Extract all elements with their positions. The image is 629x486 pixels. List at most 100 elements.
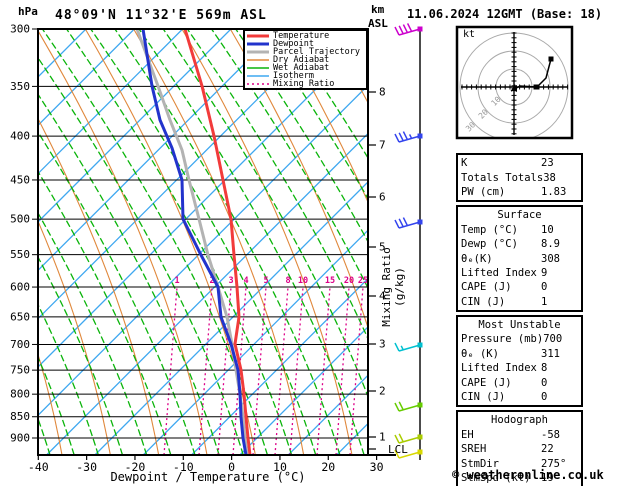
- legend-swatch-icon: [247, 59, 269, 61]
- legend-item-parcel-trajectory: Parcel Trajectory: [247, 48, 364, 56]
- row-value: 700: [543, 333, 563, 346]
- table-title: Most Unstable: [478, 318, 561, 331]
- svg-text:1: 1: [379, 431, 386, 444]
- pressure-gridlines: 300 350 400 450 500 550 600 650 700 750 800 850 900: [10, 23, 368, 445]
- svg-text:6: 6: [379, 191, 386, 204]
- row-value: 9: [541, 266, 548, 279]
- wind-barb-icon: [394, 131, 423, 143]
- legend-swatch-icon: [247, 83, 269, 85]
- row-value: 8.9: [541, 238, 560, 251]
- table-row: PW (cm) 1.83: [461, 185, 578, 199]
- row-label: CAPE (J): [461, 281, 512, 294]
- row-label: StmSpd (kt): [461, 472, 531, 484]
- legend-swatch-icon: [247, 67, 269, 69]
- mixing-ratio-labels: 1 2 3 4 5 8 10 15 20 25: [174, 276, 368, 286]
- temperature-axis: -40 -30 -20 -10 0 10 20 30: [28, 455, 384, 474]
- x-axis-title: Dewpoint / Temperature (°C): [110, 470, 306, 484]
- svg-text:350: 350: [10, 80, 30, 93]
- row-value: 0: [541, 391, 548, 404]
- table-title: Hodograph: [491, 414, 548, 427]
- legend-item-temperature: Temperature: [247, 32, 364, 40]
- wind-barb-icon: [394, 401, 423, 412]
- svg-text:850: 850: [10, 410, 30, 423]
- row-value: 275°: [541, 457, 567, 470]
- svg-text:15: 15: [325, 276, 335, 286]
- row-value: 0: [541, 376, 548, 389]
- skewt-chart: 300350400450500550600650700750800850900-…: [10, 23, 423, 474]
- svg-text:10: 10: [273, 460, 287, 474]
- svg-text:3: 3: [379, 338, 386, 351]
- svg-text:400: 400: [10, 130, 30, 143]
- table-row: Dewp (°C) 8.9: [461, 237, 578, 251]
- svg-text:4: 4: [243, 276, 248, 286]
- row-label: CIN (J): [461, 295, 506, 308]
- legend-item-label: Isotherm: [273, 71, 314, 81]
- wind-barb-column: [394, 23, 423, 460]
- table-row: CAPE (J) 0: [461, 280, 578, 294]
- dewpoint-curve: [141, 28, 248, 456]
- row-label: Dewp (°C): [461, 238, 518, 251]
- wind-barb-icon: [394, 217, 423, 229]
- table-surface: Surface Temp (°C) 10 Dewp (°C) 8.9 θₑ(K) 308 Li…: [456, 205, 583, 312]
- svg-text:25: 25: [358, 276, 368, 286]
- svg-text:8: 8: [379, 86, 386, 99]
- lcl-label: LCL: [388, 443, 408, 456]
- svg-text:4: 4: [379, 290, 386, 303]
- svg-text:450: 450: [10, 173, 30, 186]
- row-label: EH: [461, 428, 474, 441]
- svg-text:30: 30: [370, 460, 384, 474]
- svg-text:20: 20: [344, 276, 354, 286]
- svg-text:3: 3: [228, 276, 233, 286]
- legend-item-label: Temperature: [273, 31, 330, 41]
- row-value: 38: [543, 171, 556, 184]
- svg-text:600: 600: [10, 281, 30, 294]
- row-value: 10: [541, 223, 554, 236]
- table-row: Pressure (mb) 700: [461, 332, 578, 346]
- svg-text:300: 300: [10, 23, 30, 36]
- svg-text:-30: -30: [76, 460, 97, 474]
- background-lines: [38, 29, 368, 455]
- svg-text:2: 2: [379, 385, 386, 398]
- legend-item-label: Parcel Trajectory: [273, 47, 360, 57]
- row-value: 8: [541, 362, 548, 375]
- svg-text:10: 10: [298, 276, 308, 286]
- svg-text:700: 700: [10, 338, 30, 351]
- row-label: θₑ(K): [461, 252, 493, 265]
- row-label: PW (cm): [461, 185, 506, 198]
- table-row: Lifted Index 8: [461, 361, 578, 375]
- legend-item-dry-adiabat: Dry Adiabat: [247, 56, 364, 64]
- indices-tables: K 23 Totals Totals 38 PW (cm) 1.83 Surface Temp…: [456, 153, 583, 486]
- wind-barb-icon: [394, 433, 423, 444]
- legend-swatch-icon: [247, 42, 269, 46]
- table-row: θₑ (K) 311: [461, 347, 578, 361]
- altitude-axis: 8 7 6 5 4 3 2 1: [368, 86, 386, 450]
- row-label: Lifted Index: [461, 266, 537, 279]
- row-value: -58: [541, 428, 560, 441]
- row-value: 1: [541, 295, 548, 308]
- svg-text:1: 1: [174, 276, 179, 286]
- svg-text:0: 0: [228, 460, 235, 474]
- row-value: 19: [541, 472, 554, 484]
- wind-barb-icon: [394, 449, 423, 459]
- svg-text:750: 750: [10, 364, 30, 377]
- svg-text:500: 500: [10, 213, 30, 226]
- copyright-footer: © weatheronline.co.uk: [452, 468, 604, 482]
- wind-barb-icon: [394, 23, 423, 36]
- svg-text:900: 900: [10, 432, 30, 445]
- svg-text:650: 650: [10, 310, 30, 323]
- table-row: CIN (J) 1: [461, 295, 578, 309]
- row-label: CIN (J): [461, 391, 506, 404]
- table-row: EH -58: [461, 428, 578, 442]
- legend-item-label: Mixing Ratio: [273, 79, 335, 89]
- temperature-curve: [183, 28, 252, 456]
- row-value: 22: [541, 443, 554, 456]
- table-row: Temp (°C) 10: [461, 223, 578, 237]
- row-value: 311: [541, 347, 560, 360]
- table-row: θₑ(K) 308: [461, 251, 578, 265]
- row-label: Pressure (mb): [461, 333, 544, 346]
- mixing-ratio-axis-title: Mixing Ratio (g/kg): [380, 247, 406, 327]
- legend-swatch-icon: [247, 34, 269, 38]
